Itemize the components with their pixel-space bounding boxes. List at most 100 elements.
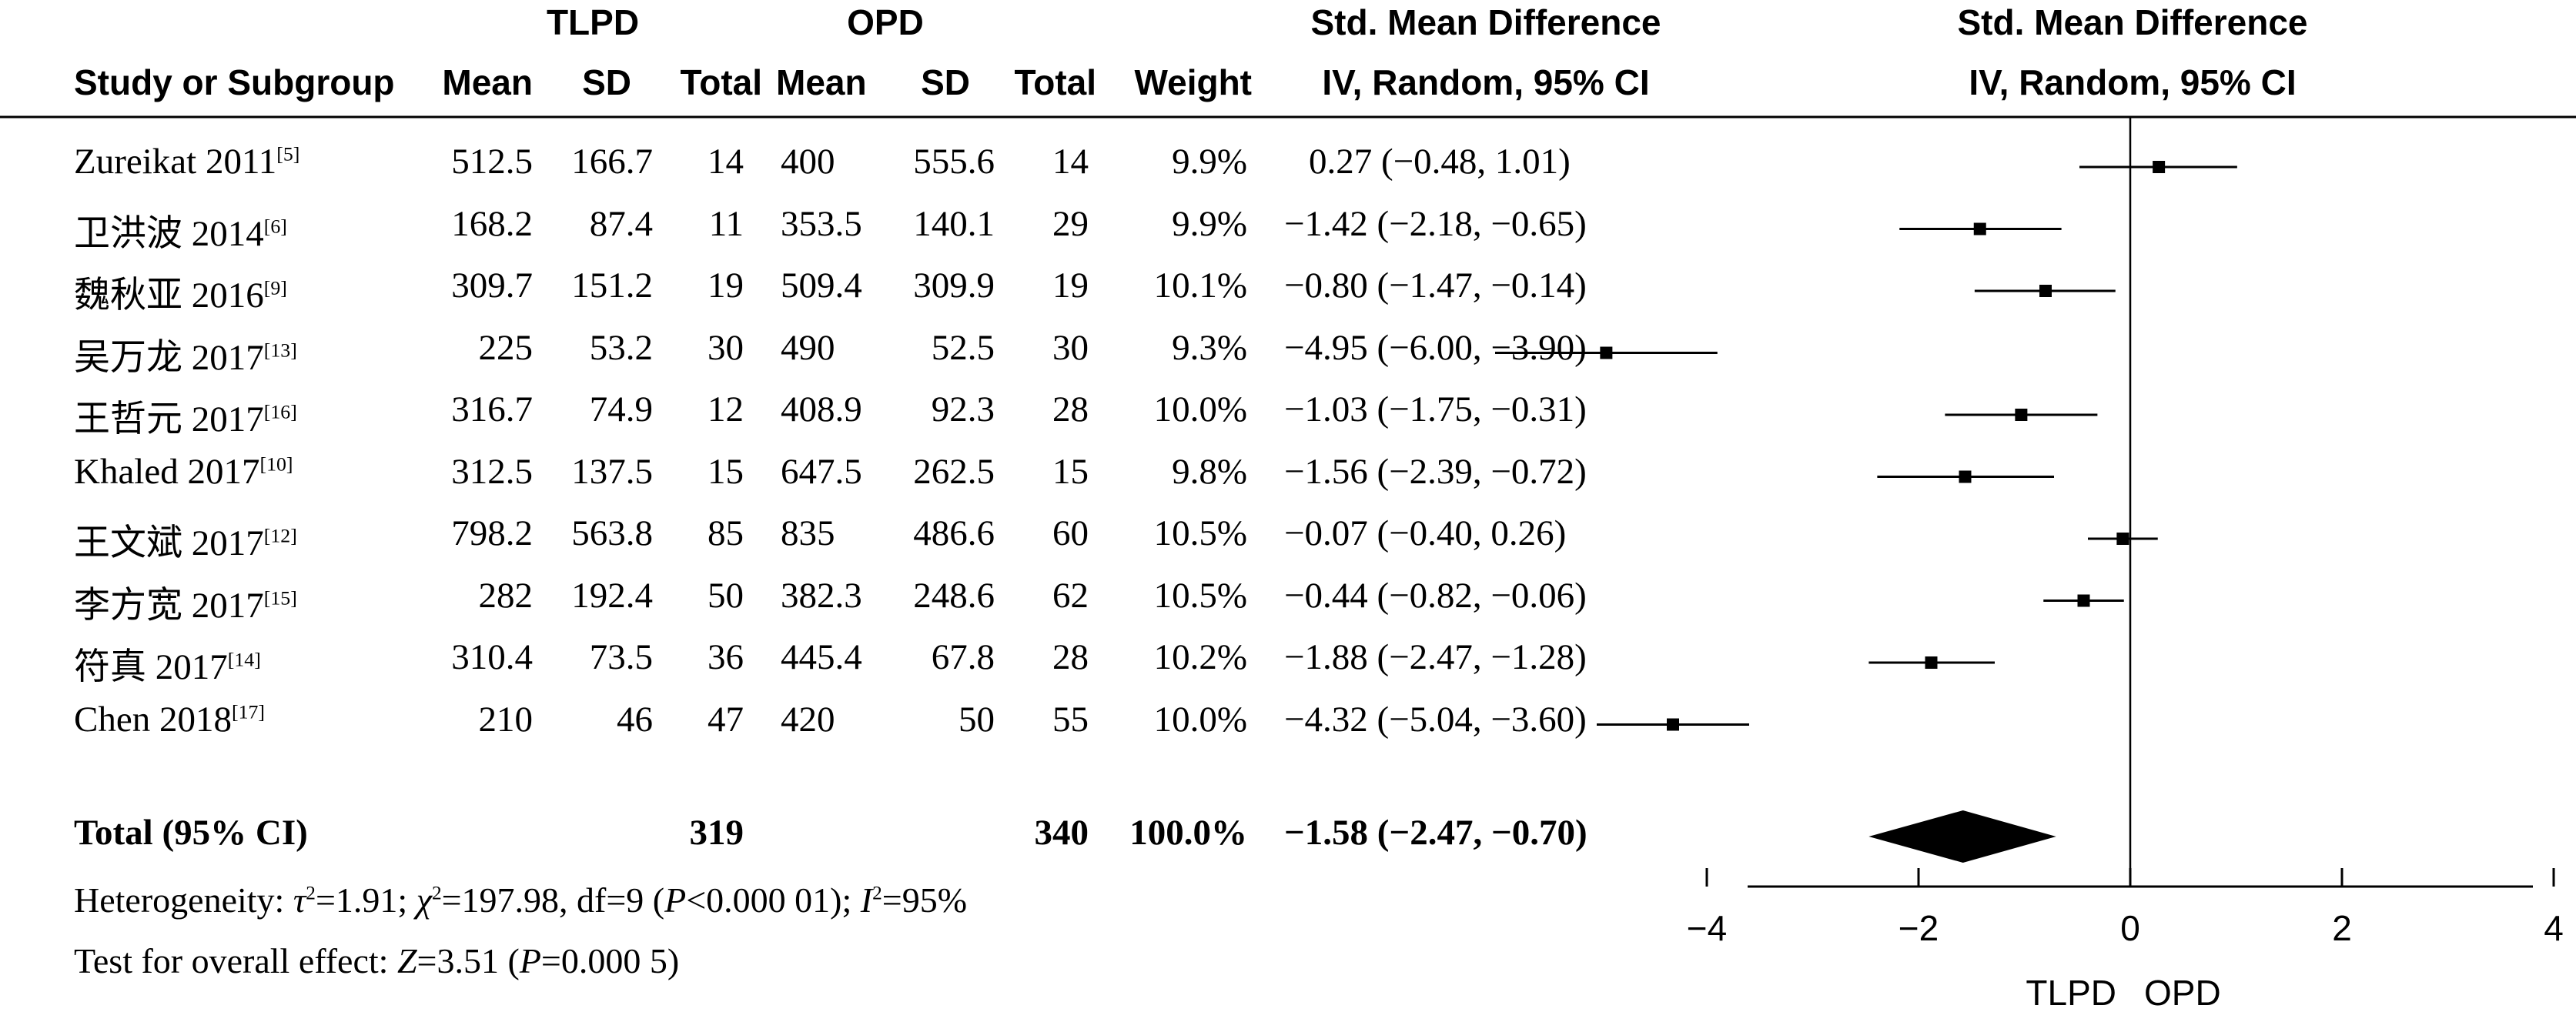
x-tick-label: 2 xyxy=(2332,908,2352,948)
plot-subtitle: IV, Random, 95% CI xyxy=(1969,62,2297,102)
x-tick-label: 0 xyxy=(2120,908,2140,948)
study-name: 卫洪波 2014[6] xyxy=(74,203,287,256)
study-ref: [6] xyxy=(263,214,287,237)
cell-sd1: 137.5 xyxy=(571,451,653,492)
z-symbol: Z xyxy=(396,941,417,980)
cell-mean2: 420 xyxy=(781,699,835,740)
cell-mean2: 445.4 xyxy=(781,637,862,677)
cell-mean1: 316.7 xyxy=(451,389,533,429)
group1-header: TLPD xyxy=(546,2,640,42)
col-header-mean1: Mean xyxy=(442,62,533,102)
cell-n1: 11 xyxy=(708,203,744,244)
effect-square xyxy=(2039,285,2052,297)
cell-weight: 10.1% xyxy=(1153,266,1247,306)
cell-sd2: 309.9 xyxy=(913,266,995,306)
effect-square xyxy=(1600,346,1613,359)
cell-n2: 29 xyxy=(1052,203,1089,244)
study-label: 符真 2017 xyxy=(74,647,228,687)
cell-n2: 15 xyxy=(1052,451,1089,492)
cell-n1: 47 xyxy=(708,699,744,740)
cell-mean2: 408.9 xyxy=(781,389,862,429)
cell-sd2: 52.5 xyxy=(931,327,995,368)
cell-weight: 10.5% xyxy=(1153,575,1247,616)
cell-sd1: 53.2 xyxy=(589,327,653,368)
cell-mean1: 282 xyxy=(478,575,534,616)
x-label-right: OPD xyxy=(2144,973,2221,1012)
cell-ci: −1.03 (−1.75, −0.31) xyxy=(1284,389,1587,429)
cell-mean1: 168.2 xyxy=(451,203,533,244)
cell-ci: −1.42 (−2.18, −0.65) xyxy=(1284,203,1587,244)
study-label: 李方宽 2017 xyxy=(74,585,264,626)
cell-mean2: 400 xyxy=(781,142,835,182)
effect-square xyxy=(2116,533,2129,545)
study-label: Chen 2018 xyxy=(74,699,232,740)
cell-n2: 14 xyxy=(1052,142,1089,182)
p2-value: =0.000 5) xyxy=(540,941,680,980)
cell-ci: −0.44 (−0.82, −0.06) xyxy=(1284,575,1587,616)
study-ref: [10] xyxy=(259,452,293,475)
cell-sd2: 50 xyxy=(958,699,995,740)
study-label: 王哲元 2017 xyxy=(74,399,264,439)
x-tick-label: −4 xyxy=(1687,908,1727,948)
effect-square xyxy=(1959,470,1972,483)
cell-sd2: 92.3 xyxy=(931,389,995,429)
cell-weight: 9.3% xyxy=(1172,327,1247,368)
cell-n2: 55 xyxy=(1052,699,1089,740)
cell-mean1: 798.2 xyxy=(451,513,533,553)
study-ref: [17] xyxy=(231,700,266,723)
study-name: 王哲元 2017[16] xyxy=(74,389,297,442)
study-label: Khaled 2017 xyxy=(74,451,260,492)
cell-sd1: 151.2 xyxy=(571,266,653,306)
cell-n2: 30 xyxy=(1052,327,1089,368)
cell-n1: 12 xyxy=(708,389,744,429)
effect-square xyxy=(1667,718,1679,731)
study-name: 李方宽 2017[15] xyxy=(74,575,297,628)
study-ref: [15] xyxy=(263,586,297,609)
cell-weight: 10.0% xyxy=(1153,389,1247,429)
cell-mean2: 382.3 xyxy=(781,575,862,616)
cell-sd1: 192.4 xyxy=(571,575,653,616)
cell-sd1: 74.9 xyxy=(589,389,653,429)
pooled-diamond xyxy=(1868,810,2056,863)
cell-weight: 9.8% xyxy=(1172,451,1247,492)
col-header-study: Study or Subgroup xyxy=(74,62,395,102)
overall-prefix: Test for overall effect: xyxy=(74,941,397,980)
col-header-sd1: SD xyxy=(582,62,631,102)
cell-sd2: 262.5 xyxy=(913,451,995,492)
col-header-total1: Total xyxy=(680,62,762,102)
study-ref: [16] xyxy=(263,400,297,423)
study-name: Chen 2018[17] xyxy=(74,699,265,740)
effect-column-title: Std. Mean Difference xyxy=(1310,2,1661,42)
cell-n1: 14 xyxy=(708,142,744,182)
cell-n2: 28 xyxy=(1052,389,1089,429)
p-value: <0.000 01); xyxy=(686,880,861,920)
cell-n2: 19 xyxy=(1052,266,1089,306)
cell-ci: −1.56 (−2.39, −0.72) xyxy=(1284,451,1587,492)
cell-sd2: 67.8 xyxy=(931,637,995,677)
cell-weight: 10.0% xyxy=(1153,699,1247,740)
total-n1: 319 xyxy=(689,813,744,853)
cell-n1: 15 xyxy=(708,451,744,492)
study-name: 魏秋亚 2016[9] xyxy=(74,265,287,318)
cell-sd1: 166.7 xyxy=(571,142,653,182)
cell-sd1: 46 xyxy=(617,699,653,740)
cell-mean1: 309.7 xyxy=(451,266,533,306)
tau-value: =1.91; xyxy=(315,880,417,920)
study-name: Khaled 2017[10] xyxy=(74,451,293,493)
study-label: 卫洪波 2014 xyxy=(74,213,264,254)
cell-ci: −0.80 (−1.47, −0.14) xyxy=(1284,266,1587,306)
effect-square xyxy=(2015,409,2028,421)
cell-sd1: 87.4 xyxy=(589,203,653,244)
study-ref: [9] xyxy=(263,276,287,299)
total-weight: 100.0% xyxy=(1129,813,1247,853)
cell-weight: 10.2% xyxy=(1153,637,1247,677)
cell-mean2: 835 xyxy=(781,513,835,553)
heterogeneity-note: Heterogeneity: τ2=1.91; χ2=197.98, df=9 … xyxy=(74,880,968,920)
cell-mean1: 512.5 xyxy=(451,142,533,182)
cell-sd1: 73.5 xyxy=(589,637,653,677)
p-symbol: P xyxy=(664,880,687,920)
group2-header: OPD xyxy=(847,2,924,42)
cell-mean2: 353.5 xyxy=(781,203,862,244)
effect-square xyxy=(1973,222,1986,235)
cell-weight: 10.5% xyxy=(1153,513,1247,553)
